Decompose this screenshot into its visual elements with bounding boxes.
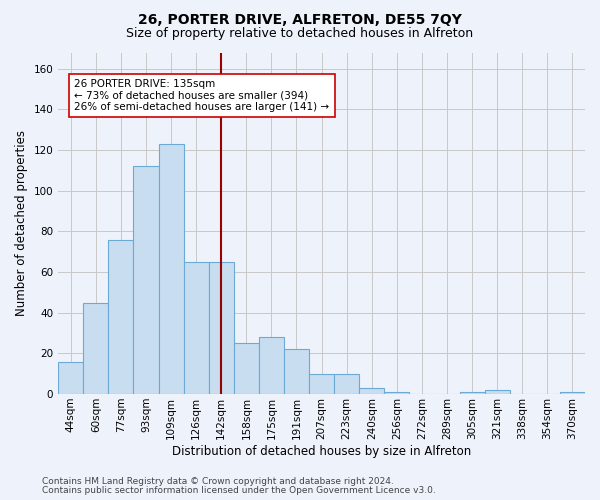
Bar <box>234 343 259 394</box>
Y-axis label: Number of detached properties: Number of detached properties <box>15 130 28 316</box>
Bar <box>309 374 334 394</box>
Bar <box>460 392 485 394</box>
Text: 26, PORTER DRIVE, ALFRETON, DE55 7QY: 26, PORTER DRIVE, ALFRETON, DE55 7QY <box>138 12 462 26</box>
Bar <box>259 337 284 394</box>
Text: Contains public sector information licensed under the Open Government Licence v3: Contains public sector information licen… <box>42 486 436 495</box>
X-axis label: Distribution of detached houses by size in Alfreton: Distribution of detached houses by size … <box>172 444 471 458</box>
Bar <box>83 302 109 394</box>
Bar <box>209 262 234 394</box>
Bar <box>109 240 133 394</box>
Bar <box>359 388 385 394</box>
Bar <box>560 392 585 394</box>
Bar <box>184 262 209 394</box>
Text: Size of property relative to detached houses in Alfreton: Size of property relative to detached ho… <box>127 28 473 40</box>
Text: 26 PORTER DRIVE: 135sqm
← 73% of detached houses are smaller (394)
26% of semi-d: 26 PORTER DRIVE: 135sqm ← 73% of detache… <box>74 79 329 112</box>
Bar <box>158 144 184 394</box>
Bar <box>385 392 409 394</box>
Bar <box>133 166 158 394</box>
Bar <box>58 362 83 394</box>
Bar <box>485 390 510 394</box>
Bar <box>334 374 359 394</box>
Text: Contains HM Land Registry data © Crown copyright and database right 2024.: Contains HM Land Registry data © Crown c… <box>42 477 394 486</box>
Bar <box>284 350 309 394</box>
